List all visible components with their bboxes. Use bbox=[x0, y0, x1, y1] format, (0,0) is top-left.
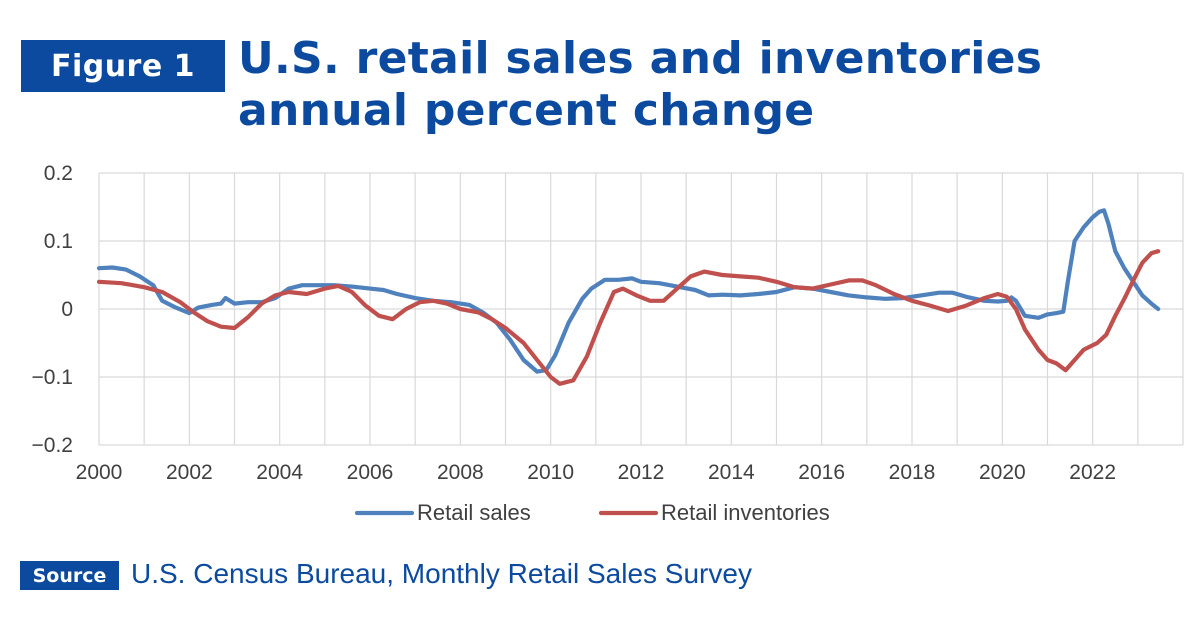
y-tick-label: 0.2 bbox=[44, 162, 73, 185]
y-tick-label: −0.1 bbox=[32, 366, 73, 389]
series-line-retail-inventories bbox=[96, 249, 1161, 386]
x-tick-label: 2000 bbox=[76, 461, 123, 484]
y-tick-label: 0.1 bbox=[44, 230, 73, 253]
legend: Retail sales Retail inventories bbox=[354, 500, 830, 525]
x-tick-label: 2006 bbox=[347, 461, 394, 484]
x-tick-label: 2004 bbox=[256, 461, 303, 484]
legend-label: Retail sales bbox=[417, 500, 531, 525]
line-chart: −0.2 −0.1 0 0.1 0.2 2000 2002 2004 2006 2008 2010 2… bbox=[32, 162, 1184, 525]
axis-layer: −0.2 −0.1 0 0.1 0.2 2000 2002 2004 2006 2008 2010 2… bbox=[32, 162, 1116, 484]
source-badge: Source bbox=[20, 561, 119, 590]
x-tick-label: 2022 bbox=[1069, 461, 1116, 484]
source-text: U.S. Census Bureau, Monthly Retail Sales… bbox=[131, 558, 752, 589]
x-tick-label: 2010 bbox=[527, 461, 574, 484]
x-tick-label: 2008 bbox=[437, 461, 484, 484]
series-line-retail-sales bbox=[96, 208, 1161, 374]
y-tick-label: −0.2 bbox=[32, 434, 73, 457]
x-tick-label: 2016 bbox=[798, 461, 845, 484]
x-tick-label: 2018 bbox=[889, 461, 936, 484]
x-tick-label: 2002 bbox=[166, 461, 213, 484]
series-layer bbox=[96, 208, 1161, 386]
legend-label: Retail inventories bbox=[661, 500, 830, 525]
y-tick-label: 0 bbox=[61, 298, 73, 321]
x-tick-label: 2012 bbox=[618, 461, 665, 484]
x-tick-label: 2020 bbox=[979, 461, 1026, 484]
figure-badge: Figure 1 bbox=[21, 40, 225, 92]
figure-title: U.S. retail sales and inventories annual… bbox=[238, 33, 1043, 136]
x-tick-label: 2014 bbox=[708, 461, 755, 484]
